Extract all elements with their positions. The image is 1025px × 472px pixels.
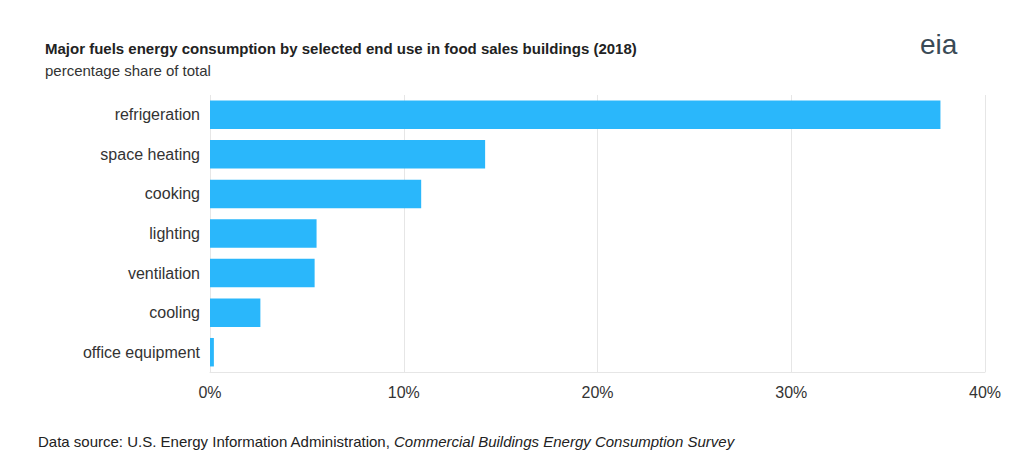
svg-text:Commercial Buildings Energy Co: Commercial Buildings Energy Consumption … [394,433,736,450]
svg-text:cooling: cooling [149,304,200,321]
svg-text:cooking: cooking [145,185,200,202]
svg-text:10%: 10% [388,384,420,401]
svg-text:space heating: space heating [100,146,200,163]
svg-text:40%: 40% [969,384,1001,401]
svg-text:0%: 0% [198,384,221,401]
svg-text:30%: 30% [775,384,807,401]
svg-text:ventilation: ventilation [128,265,200,282]
svg-text:eia: eia [920,29,958,60]
svg-text:Major fuels energy consumption: Major fuels energy consumption by select… [45,40,637,57]
svg-text:percentage share of total: percentage share of total [45,62,211,79]
svg-text:office equipment: office equipment [83,344,201,361]
svg-text:refrigeration: refrigeration [115,106,200,123]
svg-text:20%: 20% [581,384,613,401]
svg-text:lighting: lighting [149,225,200,242]
svg-text:Data source: U.S. Energy Infor: Data source: U.S. Energy Information Adm… [38,433,390,450]
